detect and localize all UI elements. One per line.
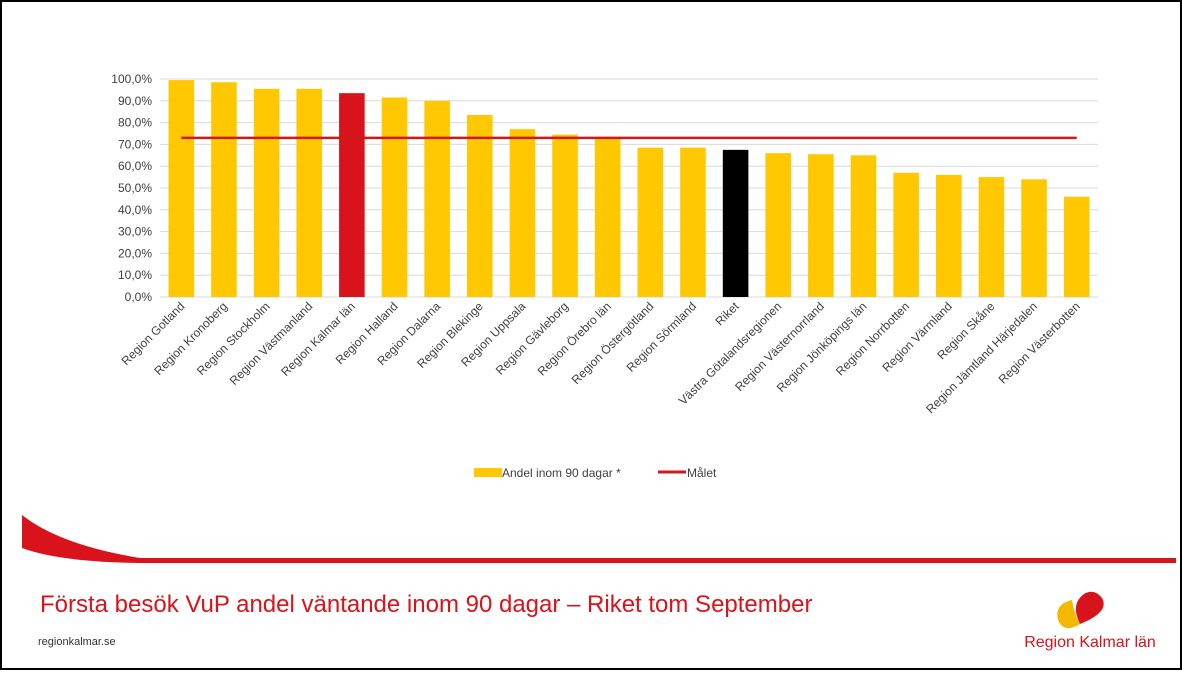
bar [722, 149, 749, 297]
legend-swatch [474, 468, 502, 477]
bar [680, 147, 706, 297]
bar [1021, 179, 1047, 297]
y-tick-label: 90,0% [118, 94, 152, 108]
bar [1063, 196, 1090, 297]
y-tick-label: 100,0% [111, 72, 152, 86]
bar [978, 177, 1005, 297]
y-tick-label: 70,0% [118, 137, 152, 151]
bar [594, 136, 621, 297]
y-tick-label: 0,0% [125, 290, 153, 304]
bar [935, 174, 962, 297]
bar [339, 93, 365, 297]
bar [637, 147, 664, 297]
bar [765, 153, 792, 297]
bar [424, 100, 450, 297]
y-tick-label: 50,0% [118, 181, 152, 195]
bar [466, 114, 493, 297]
logo-yellow [1057, 600, 1080, 629]
bar [211, 82, 237, 298]
swoosh [22, 515, 1176, 563]
bar [381, 97, 408, 297]
logo-red [1075, 591, 1104, 624]
bar [850, 155, 877, 297]
y-tick-label: 80,0% [118, 116, 152, 130]
y-tick-label: 60,0% [118, 159, 152, 173]
logo-text: Region Kalmar län [1024, 634, 1156, 651]
y-tick-label: 40,0% [118, 203, 152, 217]
y-tick-label: 20,0% [118, 246, 152, 260]
bar [253, 88, 280, 297]
footer: regionkalmar.se [38, 636, 116, 648]
bar [168, 80, 195, 297]
y-tick-label: 10,0% [118, 268, 152, 282]
bar [296, 88, 323, 297]
bar [509, 129, 536, 297]
bar [808, 154, 834, 297]
y-tick-label: 30,0% [118, 225, 152, 239]
slide-title: Första besök VuP andel väntande inom 90 … [40, 591, 812, 618]
legend-label: Andel inom 90 dagar * [502, 466, 621, 480]
bar [893, 172, 919, 297]
bar [552, 134, 578, 297]
legend-label: Målet [687, 466, 717, 480]
